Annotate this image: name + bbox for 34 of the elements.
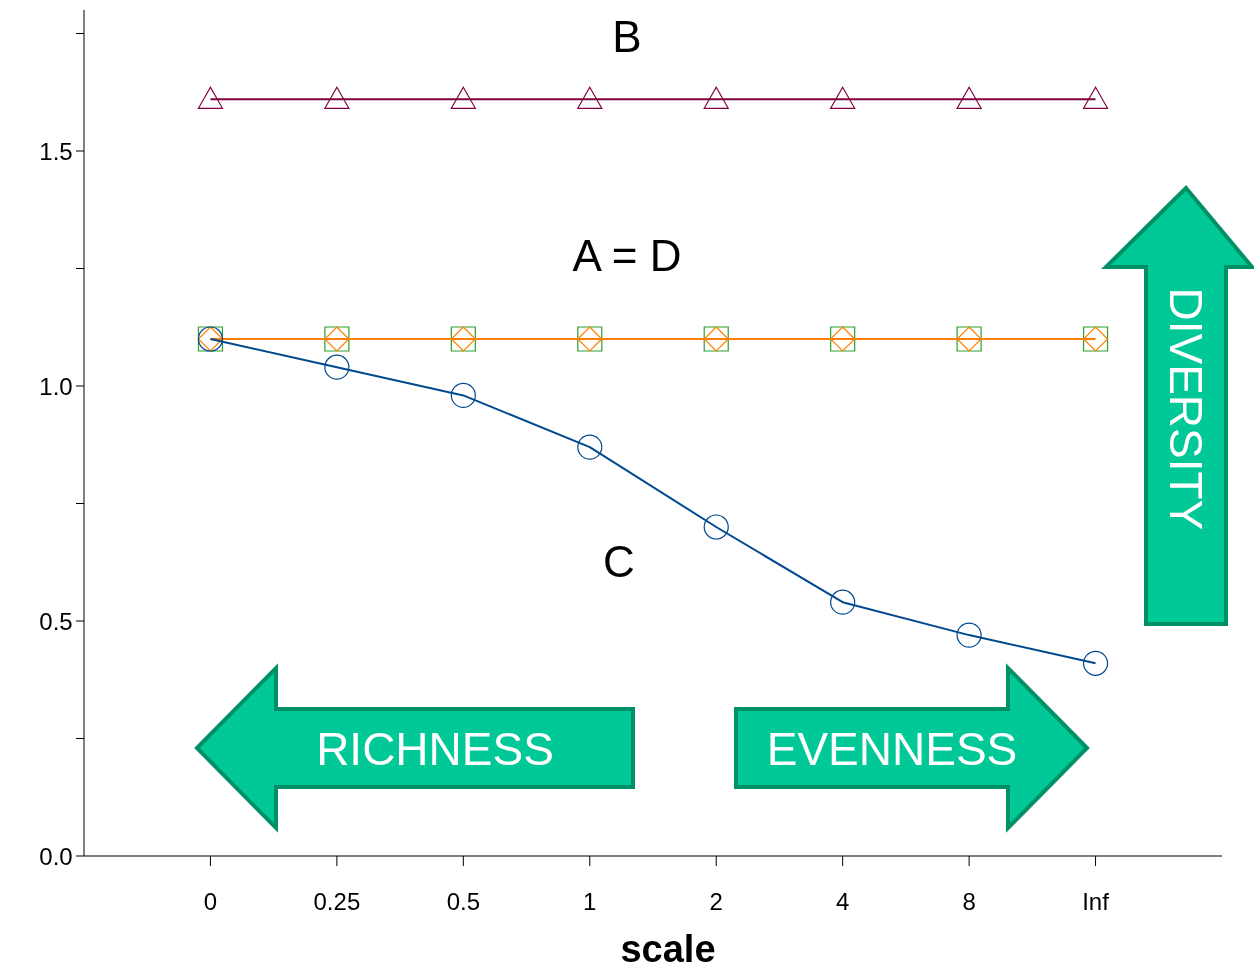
y-tick-label: 1.0 xyxy=(39,373,73,400)
point xyxy=(830,589,856,615)
point xyxy=(324,354,350,380)
point xyxy=(956,622,982,648)
annotation: C xyxy=(603,537,635,586)
y-tick-label: 1.5 xyxy=(39,138,73,165)
y-tick-label: 0.5 xyxy=(39,608,73,635)
point xyxy=(956,86,982,109)
x-tick-label: 0 xyxy=(203,888,218,915)
x-tick-label: 8 xyxy=(962,888,976,915)
annotation: EVENNESS xyxy=(766,723,1018,775)
y-tick-label: 0.0 xyxy=(39,843,73,870)
point xyxy=(577,434,603,460)
x-tick-label: 0.5 xyxy=(446,888,481,915)
point xyxy=(703,86,729,109)
point xyxy=(324,86,350,109)
point xyxy=(703,514,729,540)
annotation: DIVERSITY xyxy=(1159,287,1212,531)
x-tick-label: Inf xyxy=(1082,888,1110,915)
annotation: RICHNESS xyxy=(316,723,554,775)
point xyxy=(450,382,476,408)
x-axis-title: scale xyxy=(620,928,716,970)
point xyxy=(1082,86,1109,109)
x-tick-label: 4 xyxy=(835,888,850,915)
x-tick-label: 1 xyxy=(583,888,597,915)
x-tick-label: 0.25 xyxy=(313,888,361,915)
point xyxy=(450,86,476,109)
annotation: A = D xyxy=(572,231,682,280)
point xyxy=(1082,650,1109,676)
annotation: B xyxy=(612,12,642,61)
point xyxy=(577,86,603,109)
point xyxy=(197,86,224,109)
point xyxy=(830,86,856,109)
x-tick-label: 2 xyxy=(709,888,723,915)
